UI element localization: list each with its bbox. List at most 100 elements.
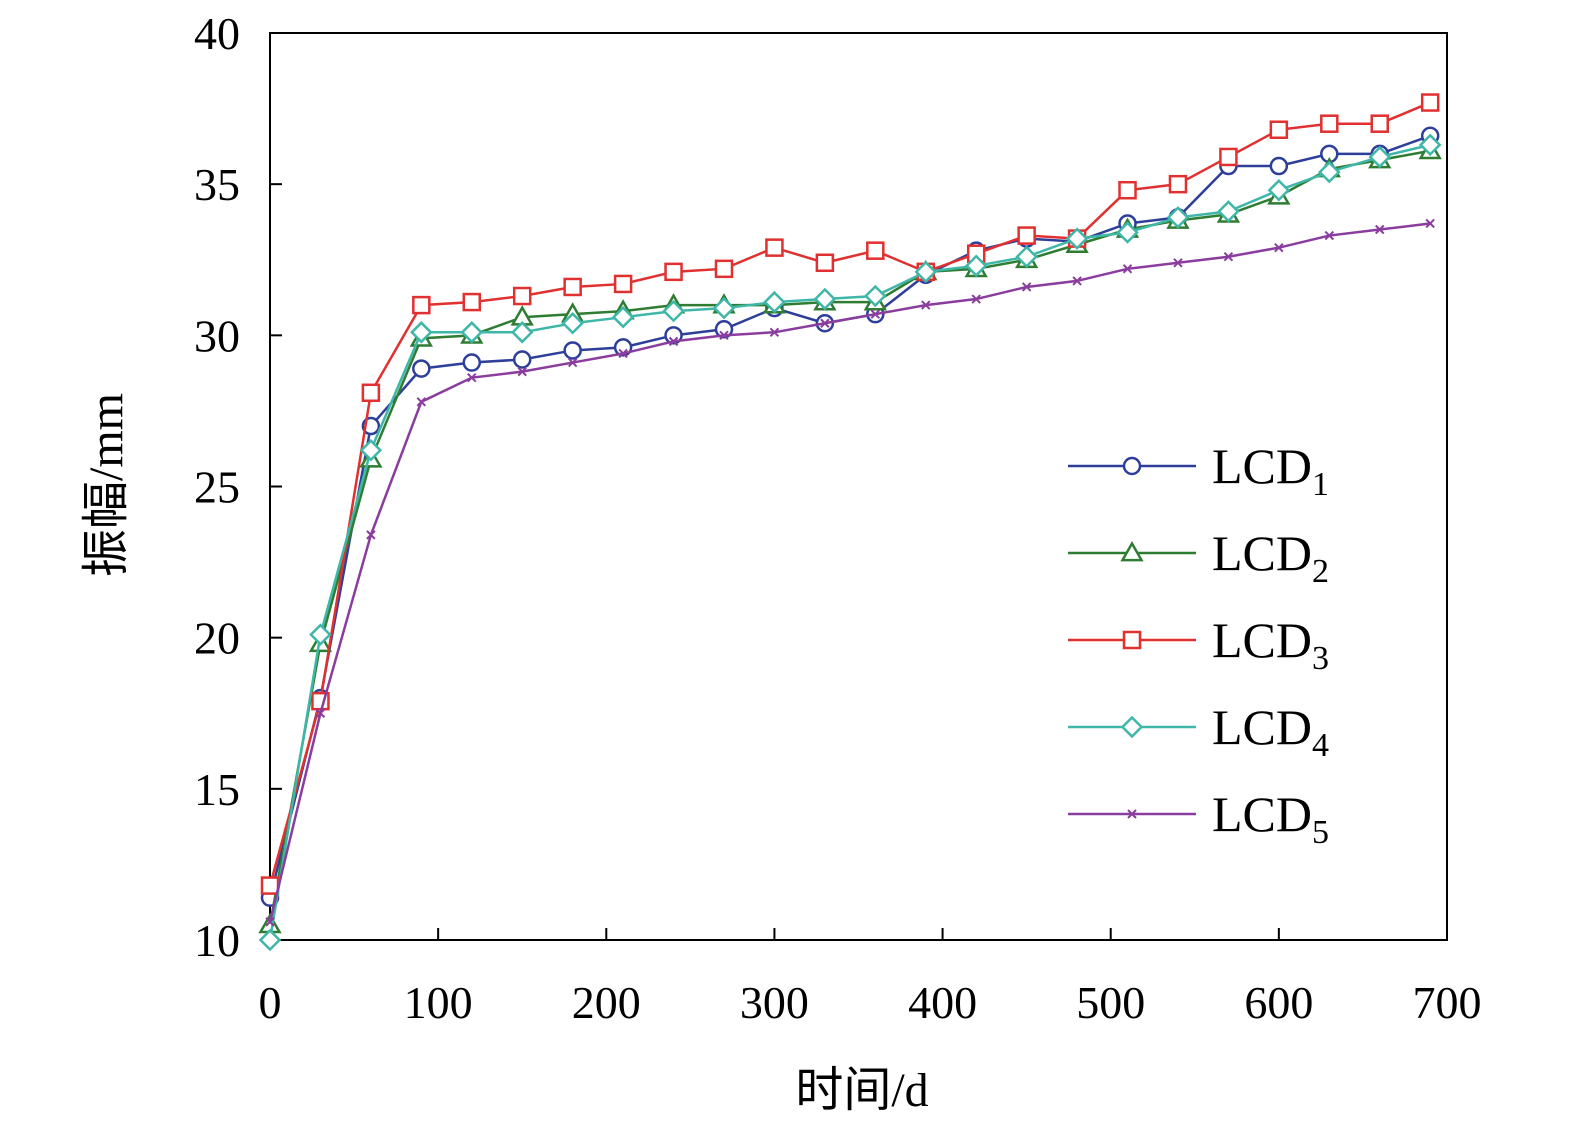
marker-stroke [719,330,729,341]
data-point [512,286,532,306]
data-point [1166,206,1190,229]
data-point [864,284,887,308]
data-point [1274,242,1284,253]
x-tick-label: 300 [740,977,809,1028]
x-tick-label: 200 [572,977,641,1028]
data-point [1368,145,1392,169]
legend-item-lcd5: LCD5 [1068,786,1329,851]
data-point [1269,120,1289,139]
legend-label: LCD5 [1212,786,1329,851]
y-tick-label: 35 [194,159,240,210]
marker-stroke [467,372,477,383]
data-point [664,326,683,345]
data-point [1425,218,1435,229]
data-point [1118,180,1137,200]
legend-label: LCD3 [1212,612,1329,677]
data-point [416,397,427,407]
data-point [765,238,784,257]
legend-item-lcd4: LCD4 [1068,699,1329,764]
x-tick-label: 100 [404,977,473,1028]
marker-stroke [517,366,527,377]
marker-stroke [1223,252,1234,262]
data-point [309,623,332,646]
data-point [460,321,484,344]
x-tick-label: 0 [259,977,282,1028]
data-point [618,348,628,359]
series-line [268,222,1431,923]
data-point [971,294,981,304]
marker-stroke [668,336,679,347]
legend-item-lcd2: LCD2 [1068,525,1329,590]
data-point [265,917,275,927]
y-tick-label: 15 [194,764,240,815]
data-point [1320,114,1339,133]
data-point [462,353,482,372]
data-point [1370,114,1389,133]
marker-stroke [1274,242,1284,253]
data-point [921,300,931,310]
data-point [1217,200,1240,223]
data-point [467,372,477,383]
data-point [510,321,534,344]
data-point [1168,174,1188,194]
marker-stroke [618,348,628,359]
data-point [1015,245,1038,268]
data-point [410,321,433,344]
axes: 0 100 200 300 400 500 600 700 10 15 20 25 30 35 40 [194,8,1482,1028]
data-point [1420,93,1440,112]
data-point [719,330,729,341]
series-lcd5 [265,218,1435,927]
data-point [1173,258,1183,268]
x-tick-label: 500 [1076,977,1145,1028]
legend-label: LCD2 [1212,525,1329,590]
series-line [268,134,1431,898]
data-point [512,350,532,369]
marker-stroke [1127,809,1137,819]
marker-stroke [820,318,830,328]
legend-marker [1120,540,1144,562]
data-point [1021,282,1032,292]
data-point [258,928,282,952]
marker-stroke [315,708,326,718]
data-point [567,357,578,368]
data-point [1219,147,1238,167]
marker-stroke [1072,276,1082,286]
marker-stroke [1324,230,1335,241]
marker-stroke [1375,224,1385,235]
data-point [1116,221,1139,244]
data-point [1223,252,1234,262]
series-lcd3 [260,93,1440,895]
data-point [664,262,683,282]
marker-stroke [971,294,981,304]
data-point [1017,226,1036,245]
data-point [769,327,780,338]
x-axis-title: 时间/d [795,1064,928,1117]
legend-marker [1127,809,1137,819]
data-point [763,290,786,314]
marker-stroke [366,530,376,540]
marker-stroke [265,917,275,927]
data-point [561,311,584,335]
data-point [1065,227,1089,250]
data-point [866,241,885,260]
data-point [662,299,685,323]
y-tick-label: 20 [194,613,240,664]
series-line [268,101,1431,886]
data-point [563,341,582,360]
x-tick-label: 600 [1244,977,1313,1028]
data-point [563,277,582,297]
data-point [813,287,837,311]
data-point [714,320,734,339]
data-point [815,253,835,273]
data-point [611,305,635,329]
x-tick-label: 700 [1413,977,1482,1028]
data-point [1267,178,1291,202]
data-point [359,438,383,462]
data-point [462,292,482,312]
legend-label: LCD1 [1212,438,1329,503]
y-axis-title: 振幅/mm [80,393,133,577]
marker-stroke [416,397,427,407]
marker-stroke [1425,218,1435,229]
data-point [366,530,376,540]
